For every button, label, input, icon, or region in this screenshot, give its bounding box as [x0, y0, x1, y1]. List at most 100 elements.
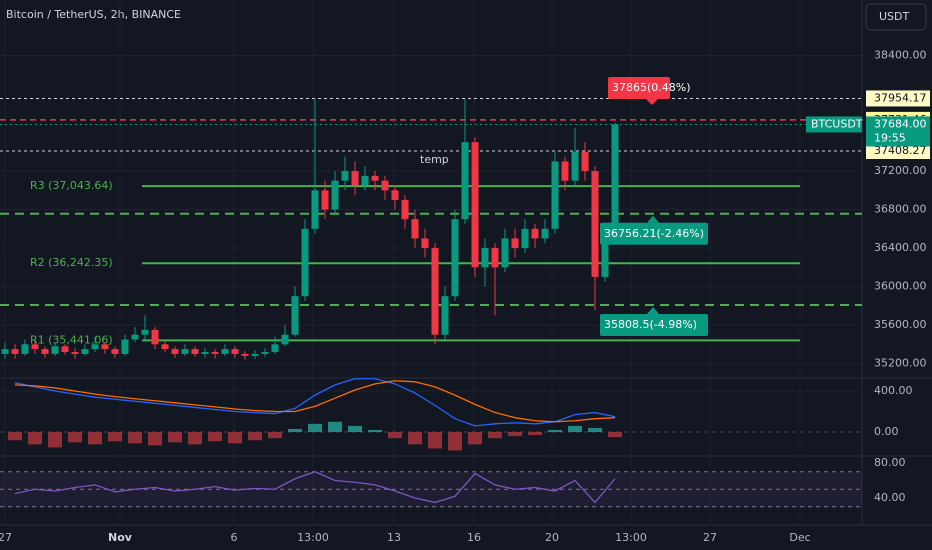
candle-body: [181, 349, 189, 354]
macd-hist-bar: [368, 429, 382, 433]
candle-body: [331, 180, 339, 210]
currency-button[interactable]: [865, 3, 927, 31]
candle-body: [591, 171, 599, 277]
candle-body: [571, 151, 579, 181]
macd-hist-bar: [428, 432, 442, 449]
candle-body: [601, 238, 609, 277]
y-tick-label: 36400.00: [874, 241, 927, 254]
x-tick-label: 16: [467, 531, 481, 544]
candle-body: [51, 346, 59, 354]
macd-hist-bar: [88, 432, 102, 445]
macd-hist-bar: [208, 432, 222, 442]
annotation: temp: [420, 153, 449, 166]
candle-body: [451, 219, 459, 297]
target-box: [608, 77, 670, 99]
candle-body: [81, 349, 89, 354]
candle-body: [351, 171, 359, 186]
symbol-box: [806, 116, 862, 133]
macd-hist-bar: [148, 432, 162, 446]
currency-label[interactable]: USDT: [879, 10, 910, 23]
macd-hist-bar: [588, 427, 602, 433]
candle-body: [31, 344, 39, 350]
candle-body: [291, 296, 299, 335]
macd-hist-bar: [468, 432, 482, 445]
x-tick-label: 27: [0, 531, 12, 544]
x-tick-label: 13:00: [297, 531, 329, 544]
macd-hist-bar: [408, 432, 422, 445]
macd-hist-bar: [568, 425, 582, 433]
price-label: 37684.00: [874, 117, 927, 130]
candle-body: [161, 344, 169, 350]
target-label: 37865(0.48%): [612, 81, 691, 94]
macd-hist-bar: [488, 432, 502, 439]
candle-body: [361, 175, 369, 186]
macd-hist-bar: [608, 432, 622, 438]
marker-label: 37408.27: [874, 144, 927, 157]
macd-hist-bar: [128, 432, 142, 444]
candle-body: [561, 161, 569, 181]
candle-body: [321, 190, 329, 210]
candle-body: [251, 353, 259, 356]
x-tick-label: 13:00: [615, 531, 647, 544]
candle-body: [481, 248, 489, 268]
candle-body: [461, 142, 469, 220]
candle-body: [541, 228, 549, 239]
macd-hist-bar: [348, 425, 362, 433]
candle-body: [211, 352, 219, 354]
macd-hist-bar: [548, 429, 562, 433]
macd-line: [14, 378, 616, 427]
marker-box: [866, 90, 930, 107]
macd-hist-bar: [288, 428, 302, 433]
candle-body: [301, 228, 309, 297]
candle-body: [431, 248, 439, 335]
candle-body: [191, 349, 199, 354]
candle-body: [141, 329, 149, 335]
signal-line: [14, 380, 616, 423]
candle-body: [91, 344, 99, 350]
chart-title: Bitcoin / TetherUS, 2h, BINANCE: [6, 8, 181, 21]
rsi-line: [14, 471, 616, 504]
x-tick-label: 20: [545, 531, 559, 544]
countdown-label: 19:55: [874, 131, 906, 144]
macd-hist-bar: [528, 432, 542, 436]
target-box: [600, 222, 708, 245]
macd-tick-label: 400.00: [874, 384, 913, 397]
macd-hist-bar: [448, 432, 462, 451]
y-tick-label: 35200.00: [874, 357, 927, 370]
candle-body: [101, 344, 109, 350]
macd-hist-bar: [48, 432, 62, 448]
candle-body: [441, 296, 449, 335]
macd-hist-bar: [188, 432, 202, 445]
target-label: 35808.5(-4.98%): [604, 318, 697, 331]
macd-hist-bar: [68, 432, 82, 443]
y-tick-label: 36000.00: [874, 280, 927, 293]
x-tick-label: Dec: [789, 531, 810, 544]
candle-body: [381, 180, 389, 191]
target-pointer: [647, 306, 659, 314]
candle-body: [611, 124, 619, 239]
candle-body: [551, 161, 559, 229]
candle-body: [111, 349, 119, 354]
rsi-tick-label: 40.00: [874, 491, 906, 504]
candle-body: [531, 228, 539, 239]
target-pointer: [646, 99, 658, 105]
candle-body: [201, 352, 209, 354]
target-label: 36756.21(-2.46%): [604, 227, 704, 240]
level-label: R2 (36,242.35): [30, 256, 113, 269]
macd-hist-bar: [168, 432, 182, 443]
macd-hist-bar: [248, 432, 262, 441]
macd-hist-bar: [508, 432, 522, 437]
candle-body: [501, 238, 509, 268]
candle-body: [371, 175, 379, 181]
candle-body: [491, 248, 499, 268]
symbol-label: BTCUSDT: [811, 117, 863, 130]
target-pointer: [647, 215, 659, 223]
x-tick-label: 6: [231, 531, 238, 544]
candle-body: [421, 238, 429, 249]
rsi-tick-label: 80.00: [874, 456, 906, 469]
candle-body: [261, 352, 269, 354]
candle-body: [521, 228, 529, 249]
